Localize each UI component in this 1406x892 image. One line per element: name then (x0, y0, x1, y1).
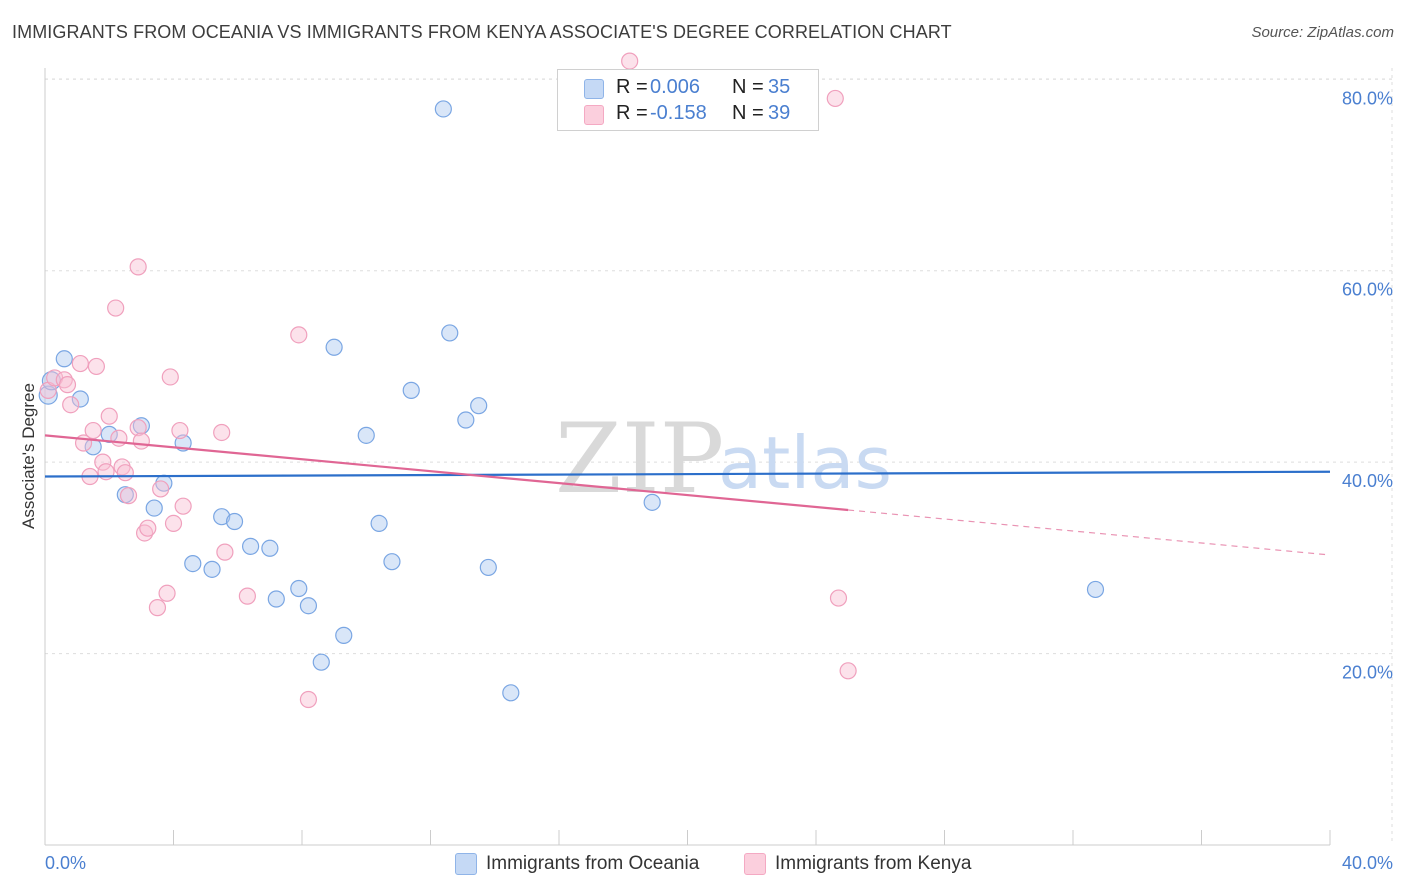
point-kenya (152, 480, 170, 498)
legend-r-value-kenya: -0.158 (650, 102, 707, 124)
point-kenya (290, 326, 308, 344)
y-tick-label: 20.0% (1342, 663, 1393, 683)
point-kenya (839, 662, 857, 680)
legend-swatch-kenya (584, 105, 604, 125)
point-oceania (38, 385, 58, 405)
point-oceania (402, 381, 420, 399)
x-tick-label: 40.0% (1342, 853, 1393, 873)
point-kenya (174, 497, 192, 515)
trend-line-kenya (44, 434, 849, 512)
point-kenya (161, 368, 179, 386)
point-oceania (299, 597, 318, 615)
point-oceania (357, 426, 375, 444)
watermark-zip: ZIP (555, 403, 724, 515)
point-oceania (441, 324, 459, 342)
point-oceania (457, 411, 475, 429)
legend-n-value-kenya: 39 (768, 102, 791, 124)
point-kenya (94, 453, 112, 471)
point-oceania (290, 579, 308, 598)
y-tick-label: 40.0% (1342, 471, 1393, 491)
point-kenya (107, 299, 125, 317)
chart-source: Source: ZipAtlas.com (1251, 24, 1394, 41)
point-kenya (100, 407, 118, 425)
bottom-legend-swatch-oceania (455, 853, 477, 875)
trend-line-oceania (44, 470, 1331, 478)
point-kenya (129, 419, 147, 437)
point-oceania (71, 390, 89, 408)
point-kenya (87, 357, 106, 376)
point-kenya (129, 258, 147, 276)
point-kenya (58, 376, 77, 394)
point-oceania (261, 539, 279, 557)
axes (44, 68, 1331, 846)
point-kenya (238, 587, 256, 605)
point-oceania (370, 514, 388, 533)
y-tick-label: 60.0% (1342, 280, 1393, 300)
point-kenya (216, 543, 234, 561)
bottom-legend-swatch-kenya (744, 853, 766, 875)
point-kenya (119, 487, 138, 505)
legend-n-label: N = (732, 102, 764, 124)
bottom-legend-label-kenya: Immigrants from Kenya (775, 853, 972, 874)
chart-title: IMMIGRANTS FROM OCEANIA VS IMMIGRANTS FR… (12, 22, 952, 42)
point-kenya (71, 354, 89, 373)
point-kenya (621, 52, 639, 70)
point-oceania (383, 553, 401, 571)
point-oceania (479, 558, 497, 577)
point-oceania (502, 684, 520, 702)
x-tick-label: 0.0% (45, 853, 86, 873)
point-kenya (171, 421, 189, 440)
point-oceania (225, 512, 244, 531)
y-axis-label: Associate's Degree (19, 383, 38, 529)
legend-n-value-oceania: 35 (768, 76, 791, 98)
point-oceania (312, 653, 330, 671)
bottom-legend-label-oceania: Immigrants from Oceania (486, 853, 700, 874)
tick-labels: 20.0% 40.0% 60.0% 80.0% 0.0% 40.0% (45, 88, 1393, 873)
stats-legend: R = 0.006 N = 35 R = -0.158 N = 39 (557, 69, 819, 131)
point-kenya (826, 89, 844, 108)
point-kenya (135, 524, 154, 542)
point-oceania (203, 560, 221, 578)
point-oceania (434, 100, 452, 118)
point-kenya (148, 599, 167, 617)
point-kenya (116, 464, 134, 482)
data-points (38, 52, 1105, 709)
point-oceania (325, 338, 343, 356)
trend-line-kenya-extension (848, 509, 1331, 556)
trend-lines (44, 434, 1331, 556)
watermark-atlas: atlas (718, 421, 892, 505)
point-kenya (158, 584, 176, 602)
point-kenya (84, 421, 102, 440)
point-kenya (55, 371, 73, 389)
point-kenya (164, 514, 183, 533)
point-kenya (829, 589, 848, 607)
point-oceania (1086, 580, 1105, 599)
point-oceania (242, 537, 260, 555)
point-kenya (62, 396, 80, 414)
point-oceania (643, 493, 661, 511)
point-kenya (139, 519, 157, 537)
y-tick-label: 80.0% (1342, 88, 1393, 108)
point-oceania (184, 554, 202, 573)
point-oceania (335, 626, 353, 644)
point-kenya (132, 432, 150, 450)
point-oceania (213, 508, 231, 526)
legend-r-label: R = (616, 76, 648, 98)
point-kenya (299, 690, 318, 709)
point-oceania (470, 397, 488, 415)
point-oceania (55, 350, 73, 368)
legend-r-value-oceania: 0.006 (650, 76, 701, 98)
legend-swatch-oceania (584, 79, 604, 99)
point-kenya (213, 423, 231, 442)
legend-r-label: R = (616, 102, 648, 124)
point-oceania (267, 590, 285, 608)
legend-n-label: N = (732, 76, 764, 98)
point-oceania (145, 499, 163, 517)
